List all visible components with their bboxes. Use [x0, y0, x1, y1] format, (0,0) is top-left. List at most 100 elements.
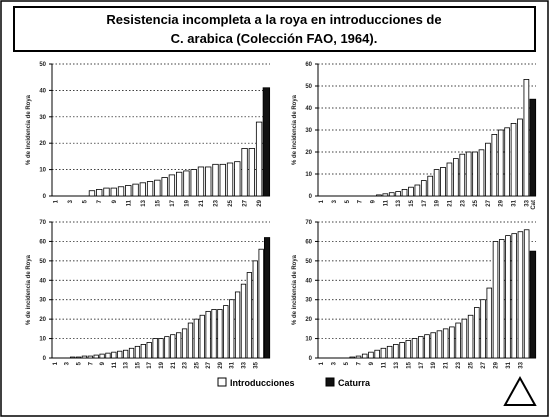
x-tick-label: 11 [112, 361, 118, 368]
bar [505, 235, 511, 359]
bar [498, 239, 505, 359]
bar [491, 133, 498, 197]
y-tick-label: 50 [39, 62, 46, 68]
legend-swatch [217, 377, 227, 387]
x-tick-label: 21 [199, 199, 205, 206]
x-tick-label: 27 [206, 361, 212, 368]
y-tick-label: 0 [309, 194, 313, 200]
bar [103, 187, 110, 197]
x-tick-label: 17 [170, 199, 176, 206]
y-tick-label: 30 [39, 298, 46, 304]
x-tick-label: 5 [77, 361, 83, 365]
bar [219, 163, 226, 197]
x-tick-label: 7 [88, 361, 94, 365]
caturra-bar [529, 98, 537, 197]
title-box [13, 6, 536, 52]
bar [523, 229, 530, 359]
x-tick-label: 17 [147, 361, 153, 368]
bar [134, 345, 141, 359]
y-tick-label: 20 [39, 141, 46, 147]
bar [161, 177, 168, 197]
bar [170, 334, 176, 359]
x-tick-label: 21 [444, 361, 450, 368]
bar [393, 343, 399, 359]
bar [517, 231, 524, 359]
bar [492, 241, 499, 359]
bar [212, 163, 219, 197]
bar [424, 334, 430, 359]
bar [442, 328, 449, 359]
x-tick-label: 25 [473, 199, 479, 206]
x-tick-label: 31 [512, 199, 518, 206]
bar [205, 166, 212, 197]
y-tick-label: 50 [305, 84, 312, 90]
bar [455, 322, 461, 359]
bar [395, 191, 401, 197]
x-tick-label: 25 [194, 361, 200, 368]
x-tick-label: 27 [481, 361, 487, 368]
bar [146, 181, 154, 197]
y-tick-label: 40 [305, 106, 312, 112]
bar [459, 153, 466, 197]
bar [193, 318, 199, 359]
bar [111, 351, 117, 359]
bar [152, 338, 158, 359]
x-tick-label: 13 [141, 199, 147, 206]
bar [199, 314, 205, 359]
bar [401, 188, 408, 197]
x-tick-label: 23 [183, 361, 189, 368]
x-tick-label: 5 [345, 199, 351, 203]
bar [132, 183, 139, 197]
bar [510, 123, 517, 197]
caturra-bar [529, 250, 537, 359]
y-tick-label: 10 [305, 172, 312, 178]
x-tick-label: 7 [358, 199, 364, 203]
x-tick-label: 23 [456, 361, 462, 368]
x-tick-label: 19 [435, 199, 441, 206]
bar [480, 299, 486, 359]
legend-label: Introducciones [230, 378, 295, 388]
bar [258, 248, 264, 359]
x-tick-label: 31 [506, 361, 512, 368]
bar [226, 162, 234, 197]
bar [255, 121, 263, 197]
bar [497, 129, 504, 197]
y-tick-label: 30 [305, 128, 312, 134]
x-tick-label: 11 [383, 199, 389, 206]
x-tick-label: 33 [518, 361, 524, 368]
bar [168, 174, 176, 197]
x-tick-label: 29 [499, 199, 505, 206]
bar [164, 336, 170, 359]
y-tick-label: 50 [305, 259, 312, 265]
bar [430, 332, 436, 359]
y-tick-label: 30 [305, 298, 312, 304]
y-axis-label: % de incidencia de Roya [292, 94, 298, 165]
bar [234, 291, 241, 359]
bar [69, 356, 76, 359]
y-tick-label: 0 [309, 356, 313, 362]
y-tick-label: 0 [43, 194, 47, 200]
x-tick-label: 21 [171, 361, 177, 368]
bar [517, 118, 523, 197]
x-tick-label: 15 [135, 361, 141, 368]
x-tick-label: 7 [356, 361, 362, 365]
bar [453, 158, 459, 197]
y-axis-label: % de incidencia de Roya [292, 254, 298, 325]
y-axis-label: % de incidencia de Roya [26, 254, 32, 325]
bar [405, 340, 412, 359]
bar [117, 350, 123, 359]
x-tick-label: 33 [524, 199, 530, 206]
bar [190, 169, 197, 197]
bar [465, 151, 472, 197]
bar [478, 149, 485, 197]
bar [349, 356, 356, 359]
bar [446, 162, 453, 197]
bar [436, 330, 443, 359]
y-tick-label: 0 [43, 356, 47, 362]
x-tick-label: 29 [257, 199, 263, 206]
x-tick-label: 15 [406, 361, 412, 368]
bar [511, 233, 517, 359]
title-line: Resistencia incompleta a la roya en intr… [106, 12, 441, 27]
y-tick-label: 30 [39, 115, 46, 121]
